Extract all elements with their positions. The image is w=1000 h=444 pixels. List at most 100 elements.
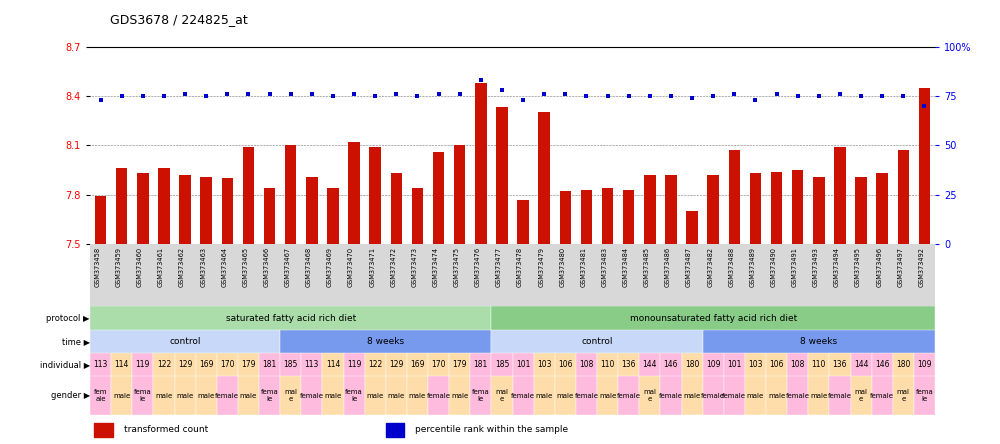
Bar: [660, 353, 682, 377]
Text: GSM373478: GSM373478: [517, 247, 523, 287]
Bar: [618, 244, 639, 306]
Bar: [90, 377, 111, 416]
Bar: [850, 244, 872, 306]
Bar: [301, 377, 322, 416]
Bar: [745, 377, 766, 416]
Text: 113: 113: [305, 360, 319, 369]
Point: [769, 91, 785, 98]
Text: GSM373496: GSM373496: [876, 247, 882, 287]
Bar: [724, 377, 745, 416]
Bar: [196, 377, 217, 416]
Point: [473, 77, 489, 84]
Bar: [322, 377, 344, 416]
Point: [135, 92, 151, 99]
Text: male: male: [683, 393, 701, 399]
Text: 122: 122: [368, 360, 382, 369]
Bar: [301, 244, 322, 306]
Bar: [618, 377, 639, 416]
Bar: [196, 353, 217, 377]
Text: GSM373483: GSM373483: [602, 247, 608, 287]
Bar: [876, 173, 888, 244]
Bar: [137, 173, 149, 244]
Bar: [813, 177, 825, 244]
Point: [536, 91, 552, 98]
Text: GSM373490: GSM373490: [771, 247, 777, 287]
Bar: [872, 353, 893, 377]
Text: male: male: [324, 393, 342, 399]
Bar: [175, 377, 196, 416]
Text: GSM373459: GSM373459: [116, 247, 122, 287]
Text: GSM373485: GSM373485: [644, 247, 650, 287]
Text: percentile rank within the sample: percentile rank within the sample: [415, 425, 568, 434]
Text: 110: 110: [812, 360, 826, 369]
Text: GDS3678 / 224825_at: GDS3678 / 224825_at: [110, 13, 248, 26]
Point: [557, 91, 573, 98]
Bar: [496, 107, 508, 244]
Bar: [407, 377, 428, 416]
Text: GSM373486: GSM373486: [665, 247, 671, 287]
Bar: [597, 377, 618, 416]
Bar: [280, 244, 301, 306]
Point: [790, 92, 806, 99]
Text: male: male: [388, 393, 405, 399]
Text: 146: 146: [664, 360, 678, 369]
Text: fem
ale: fem ale: [94, 389, 107, 402]
Text: GSM373488: GSM373488: [728, 247, 734, 287]
Bar: [639, 377, 660, 416]
Bar: [555, 353, 576, 377]
Text: 110: 110: [600, 360, 615, 369]
Bar: [285, 145, 296, 244]
Bar: [386, 377, 407, 416]
Text: fema
le: fema le: [916, 389, 933, 402]
Bar: [259, 244, 280, 306]
Point: [198, 92, 214, 99]
Bar: [872, 377, 893, 416]
Bar: [914, 244, 935, 306]
Bar: [682, 244, 703, 306]
Text: female: female: [659, 393, 683, 399]
Bar: [639, 244, 660, 306]
Text: 179: 179: [452, 360, 467, 369]
Text: female: female: [300, 393, 324, 399]
Bar: [602, 188, 613, 244]
Text: 119: 119: [136, 360, 150, 369]
Bar: [407, 353, 428, 377]
Bar: [280, 377, 301, 416]
Bar: [491, 330, 703, 353]
Bar: [238, 244, 259, 306]
Text: 185: 185: [495, 360, 509, 369]
Bar: [259, 377, 280, 416]
Point: [726, 91, 742, 98]
Bar: [475, 83, 487, 244]
Text: 179: 179: [241, 360, 256, 369]
Bar: [153, 353, 175, 377]
Point: [114, 92, 130, 99]
Bar: [771, 172, 782, 244]
Text: GSM373494: GSM373494: [834, 247, 840, 287]
Point: [325, 92, 341, 99]
Bar: [344, 377, 365, 416]
Text: female: female: [574, 393, 598, 399]
Text: GSM373492: GSM373492: [918, 247, 924, 287]
Bar: [259, 353, 280, 377]
Bar: [111, 377, 132, 416]
Bar: [729, 150, 740, 244]
Point: [832, 91, 848, 98]
Bar: [306, 177, 318, 244]
Text: fema
le: fema le: [134, 389, 152, 402]
Bar: [703, 353, 724, 377]
Text: mal
e: mal e: [855, 389, 868, 402]
Bar: [327, 188, 339, 244]
Bar: [682, 377, 703, 416]
Text: male: male: [155, 393, 173, 399]
Bar: [644, 175, 656, 244]
Bar: [829, 244, 850, 306]
Bar: [175, 353, 196, 377]
Bar: [534, 244, 555, 306]
Bar: [322, 353, 344, 377]
Text: male: male: [113, 393, 130, 399]
Point: [853, 92, 869, 99]
Text: gender ▶: gender ▶: [51, 392, 90, 400]
Bar: [914, 353, 935, 377]
Bar: [111, 353, 132, 377]
